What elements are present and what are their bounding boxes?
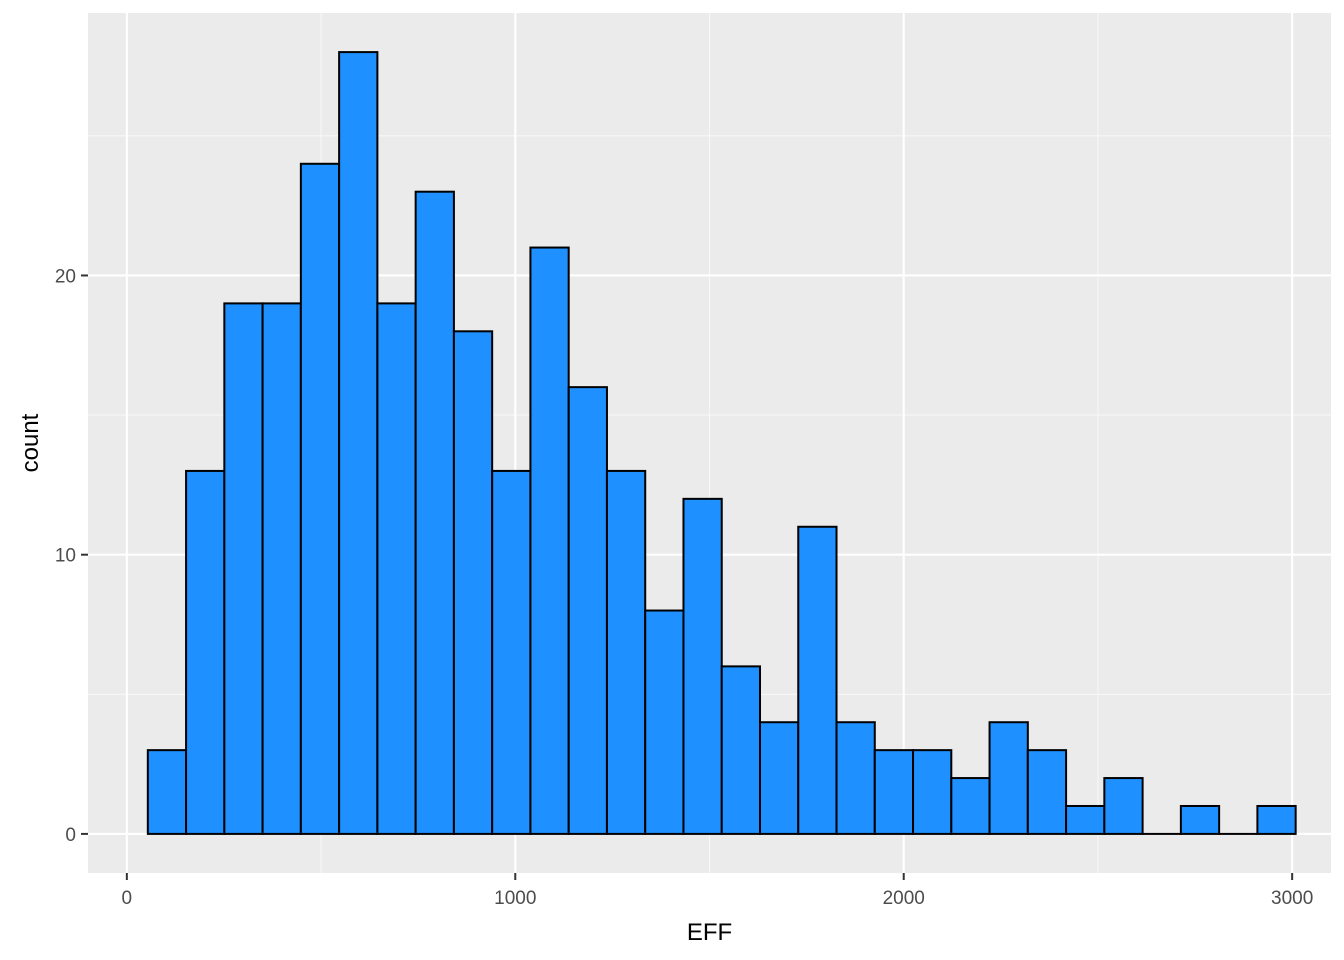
histogram-bar: [797, 525, 838, 835]
histogram-bar: [682, 497, 723, 835]
histogram-bar: [1103, 777, 1144, 835]
histogram-bar: [835, 721, 876, 835]
histogram-bar: [414, 190, 455, 835]
histogram-bars: [146, 51, 1297, 835]
histogram-bar: [146, 749, 188, 835]
y-axis-title: count: [17, 413, 44, 472]
y-axis: 0 10 20: [55, 266, 88, 846]
y-tick-label: 20: [55, 266, 76, 287]
histogram-bar: [1179, 804, 1221, 835]
histogram-bar: [299, 162, 341, 835]
histogram-bar: [223, 302, 264, 835]
histogram-bar: [1026, 749, 1068, 835]
histogram-bar: [1256, 804, 1297, 835]
y-tick-label: 0: [65, 825, 76, 846]
x-axis: 0 1000 2000 3000: [122, 873, 1313, 909]
histogram-bar: [758, 721, 800, 835]
x-tick-label: 1000: [494, 888, 536, 909]
histogram-bar: [873, 749, 915, 835]
x-tick-label: 0: [122, 888, 133, 909]
histogram-bar: [912, 749, 953, 835]
histogram-bar: [185, 469, 226, 835]
histogram-bar: [950, 777, 991, 835]
histogram-bar: [491, 469, 532, 835]
x-tick-label: 3000: [1271, 888, 1313, 909]
histogram-bar: [644, 609, 685, 835]
histogram-bar: [567, 386, 608, 835]
y-tick-label: 10: [55, 546, 76, 567]
histogram-bar: [261, 302, 302, 835]
x-axis-title: EFF: [687, 919, 732, 946]
histogram-bar: [338, 51, 379, 835]
histogram-bar: [1065, 804, 1106, 835]
histogram-bar: [988, 721, 1029, 835]
histogram-bar: [452, 330, 494, 835]
x-tick-label: 2000: [883, 888, 925, 909]
histogram-bar: [529, 246, 570, 835]
histogram-bar: [720, 665, 761, 835]
histogram-bar: [605, 469, 647, 835]
histogram-bar: [376, 302, 417, 835]
